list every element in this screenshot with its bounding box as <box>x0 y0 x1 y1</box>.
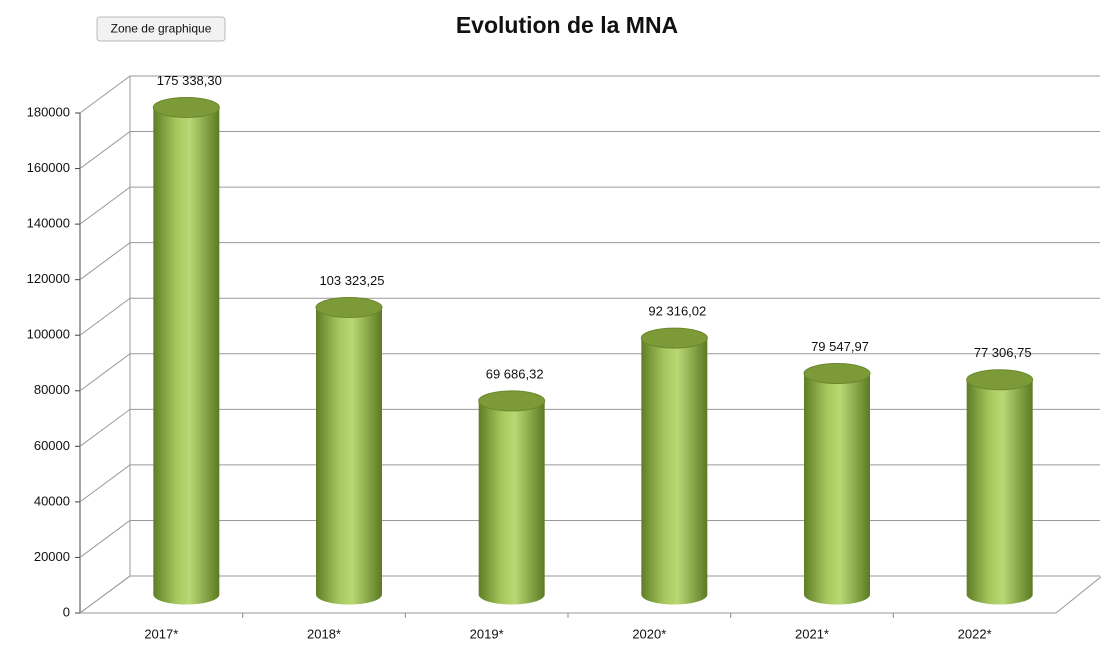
x-tick-label: 2017* <box>144 626 178 641</box>
data-label: 175 338,30 <box>157 73 222 88</box>
floor <box>80 576 1101 614</box>
grid-line <box>79 353 1100 392</box>
data-label: 92 316,02 <box>648 304 706 319</box>
grid-line <box>79 186 1100 225</box>
bar <box>315 296 383 605</box>
data-label: 69 686,32 <box>486 366 544 381</box>
bar <box>966 369 1034 605</box>
bar-body <box>478 400 545 605</box>
grid-line <box>79 575 1100 614</box>
y-tick-label: 0 <box>63 604 70 619</box>
y-tick-label: 40000 <box>34 493 70 508</box>
tooltip <box>96 16 226 42</box>
x-tick-label: 2018* <box>307 626 341 641</box>
grid-line <box>79 464 1100 503</box>
y-tick-label: 20000 <box>34 549 70 564</box>
bar-top <box>315 296 383 318</box>
grid-line <box>79 297 1100 336</box>
data-label: 79 547,97 <box>811 339 869 354</box>
bar-top <box>478 390 546 412</box>
x-tick-label: 2020* <box>632 626 666 641</box>
chart-title: Evolution de la MNA <box>456 12 678 38</box>
bar-body <box>316 307 382 605</box>
y-tick-label: 180000 <box>27 104 70 119</box>
grid-line <box>79 131 1100 169</box>
y-tick-label: 100000 <box>27 327 70 342</box>
grid-line <box>79 519 1100 558</box>
y-tick-label: 60000 <box>34 438 70 453</box>
tooltip-text: Zone de graphique <box>111 22 212 36</box>
bar-top <box>803 363 871 385</box>
x-tick-label: 2021* <box>795 626 829 641</box>
x-tick-label: 2019* <box>470 626 504 641</box>
back-wall-edge <box>79 76 131 614</box>
x-tick-label: 2022* <box>958 626 992 641</box>
data-label: 77 306,75 <box>974 345 1032 360</box>
bar <box>640 327 708 605</box>
bar-body <box>153 107 220 605</box>
grid-line <box>79 242 1100 281</box>
bar-top <box>966 369 1034 391</box>
y-tick-label: 160000 <box>27 160 70 175</box>
data-label: 103 323,25 <box>319 273 384 288</box>
y-tick-label: 140000 <box>27 216 70 231</box>
bar-body <box>641 338 708 605</box>
y-tick-label: 120000 <box>27 271 70 286</box>
y-tick-label: 80000 <box>34 382 70 397</box>
bar <box>152 96 220 605</box>
grid-line <box>79 408 1100 447</box>
bar-body <box>966 379 1033 605</box>
bar-body <box>804 373 870 605</box>
bar <box>803 363 871 605</box>
bar <box>478 390 546 605</box>
bar-top <box>640 327 708 349</box>
bar-top <box>152 96 220 118</box>
grid-line <box>79 75 1100 114</box>
